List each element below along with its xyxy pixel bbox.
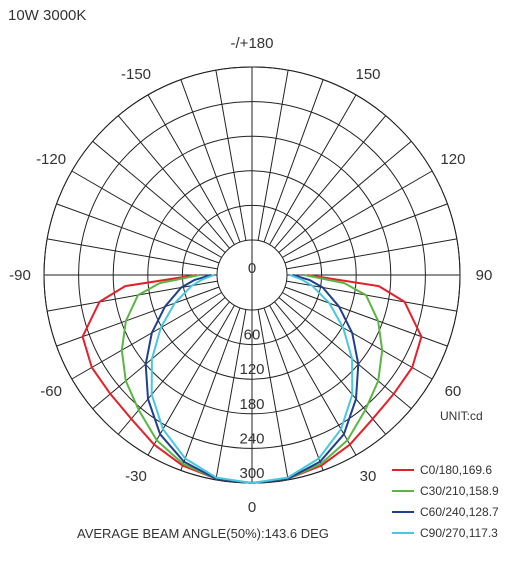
grid-spoke [278,297,412,410]
angle-label: 0 [248,499,256,516]
beam-angle-footer: AVERAGE BEAM ANGLE(50%):143.6 DEG [77,526,329,541]
grid-spoke [282,170,433,258]
polar-grid [43,66,461,484]
grid-spoke [47,280,218,312]
angle-label: -/+180 [231,35,274,52]
grid-spoke [147,94,235,245]
grid-spoke [282,292,433,380]
angle-label: 90 [476,267,493,284]
legend-label: C30/210,158.9 [420,484,499,498]
grid-spoke [278,140,412,253]
grid-spoke [274,115,387,249]
grid-spoke [274,301,387,435]
grid-spoke [269,94,357,245]
angle-label: -60 [40,383,62,400]
grid-spoke [215,70,247,241]
chart-title: 10W 3000K [8,7,86,24]
angle-label: -90 [9,267,31,284]
angle-label: -120 [36,151,66,168]
radial-tick-labels: 0 60 120 180 240 300 [239,260,264,482]
angle-label: 150 [355,66,380,83]
legend: C0/180,169.6 C30/210,158.9 C60/240,128.7 C9… [392,463,499,540]
legend-label: C0/180,169.6 [420,463,492,477]
grid-spoke [284,203,448,264]
radial-tick-label: 0 [248,260,256,277]
angle-label: 120 [440,151,465,168]
grid-spoke [56,203,220,264]
grid-spoke [286,238,457,270]
angle-labels: 0 30 60 90 120 150 -/+180 -150 -120 -90 -60 -30 [9,35,492,516]
grid-spoke [180,307,241,471]
grid-spoke [269,305,357,456]
grid-spoke [257,309,289,480]
legend-label: C60/240,128.7 [420,505,499,519]
grid-spoke [147,305,235,456]
unit-label: UNIT:cd [440,409,483,423]
curves [81,274,423,484]
grid-spoke [117,115,230,249]
grid-spoke [180,79,241,243]
angle-label: 30 [360,468,377,485]
grid-spoke [71,292,222,380]
angle-label: -30 [125,468,147,485]
grid-spoke [92,297,226,410]
grid-spoke [263,307,324,471]
curve-c90-270 [150,274,354,484]
grid-spoke [71,170,222,258]
grid-spoke [286,280,457,312]
grid-spoke [92,140,226,253]
radial-tick-label: 180 [239,396,264,413]
radial-tick-label: 240 [239,430,264,447]
radial-tick-label: 60 [244,327,261,344]
radial-tick-label: 120 [239,361,264,378]
grid-spoke [257,70,289,241]
legend-label: C90/270,117.3 [420,526,498,540]
angle-label: 60 [445,383,462,400]
grid-spoke [215,309,247,480]
radial-tick-label: 300 [239,465,264,482]
grid-spoke [263,79,324,243]
grid-spoke [47,238,218,270]
grid-spoke [117,301,230,435]
angle-label: -150 [121,66,151,83]
